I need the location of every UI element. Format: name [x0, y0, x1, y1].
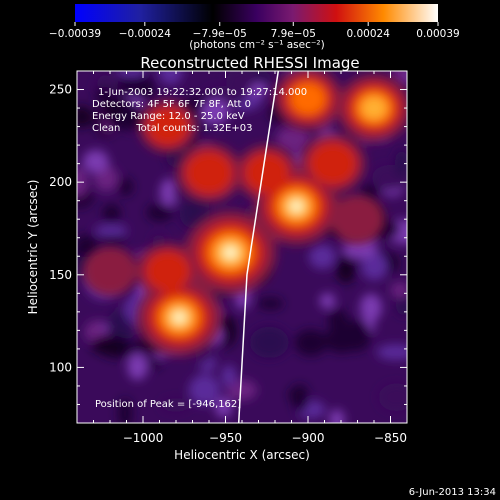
- heatmap-texture-cell: [159, 178, 179, 207]
- heatmap-texture-cell: [378, 383, 407, 412]
- heatmap-texture-cell: [294, 329, 328, 357]
- heatmap-texture-cell: [276, 125, 311, 153]
- heatmap-texture-cell: [102, 203, 121, 224]
- heatmap-texture-cell: [361, 251, 388, 281]
- heatmap-texture-cell: [342, 238, 377, 259]
- heatmap-texture-cell: [214, 397, 233, 418]
- plot-area: [77, 71, 407, 423]
- heatmap-texture-cell: [146, 203, 173, 222]
- x-tick-label: −850: [374, 431, 407, 445]
- footer-date: 6-Jun-2013 13:34: [409, 487, 496, 498]
- chart-title: Reconstructed RHESSI Image: [140, 54, 359, 72]
- heatmap-texture-cell: [324, 326, 359, 354]
- heatmap-texture-cell: [359, 293, 382, 322]
- colorbar-units: (photons cm⁻² s⁻¹ asec⁻²): [189, 39, 324, 51]
- heatmap-texture-cell: [201, 98, 230, 125]
- heatmap-texture-cell: [77, 105, 93, 128]
- x-tick-label: −1000: [123, 431, 164, 445]
- heatmap-texture-cell: [144, 357, 162, 369]
- x-axis-ticks: −1000 −950 −900 −850: [76, 71, 408, 445]
- heatmap-texture-cell: [257, 297, 284, 310]
- heatmap-source: [309, 142, 357, 186]
- heatmap-texture-cell: [117, 398, 133, 423]
- heatmap-texture-cell: [161, 398, 190, 412]
- heatmap-texture-cell: [335, 253, 357, 284]
- heatmap-texture-cell: [221, 364, 237, 387]
- x-tick-label: −900: [292, 431, 325, 445]
- heatmap-texture-cell: [329, 409, 345, 423]
- heatmap-texture-cell: [376, 344, 407, 360]
- heatmap-texture-cell: [158, 71, 183, 85]
- heatmap-texture-cell: [94, 224, 128, 237]
- colorbar-tick-label: 0.00024: [346, 28, 390, 40]
- y-axis-label: Heliocentric Y (arcsec): [26, 180, 40, 315]
- colorbar: [75, 4, 438, 22]
- solar-limb-line: [237, 71, 280, 423]
- x-axis-label: Heliocentric X (arcsec): [174, 448, 310, 462]
- heatmap-texture-cell: [127, 353, 148, 381]
- heatmap-texture-cell: [90, 335, 129, 356]
- colorbar-tick-label: −0.00024: [119, 28, 172, 40]
- y-axis-ticks: 100 150 200 250: [49, 70, 407, 424]
- heatmap-texture-cell: [116, 71, 147, 78]
- y-tick-label: 100: [49, 360, 72, 374]
- heatmap-source: [330, 194, 385, 244]
- heatmap-texture-cell: [390, 282, 407, 299]
- heatmap-texture-cell: [117, 177, 134, 196]
- annotation-counts: Clean Total counts: 1.32E+03: [92, 123, 252, 134]
- heatmap-source: [185, 151, 233, 195]
- peak-position-label: Position of Peak = [-946,162]: [95, 399, 241, 410]
- heatmap-texture-cell: [291, 384, 309, 413]
- heatmap-texture-cell: [82, 149, 109, 173]
- heatmap-texture-cell: [394, 149, 407, 179]
- heatmap-source: [290, 82, 326, 115]
- annotation-time-range: 1-Jun-2003 19:22:32.000 to 19:27:14.000: [98, 87, 307, 98]
- heatmap-source: [226, 249, 235, 257]
- heatmap-texture-cell: [226, 71, 255, 95]
- heatmap-sources: [82, 71, 407, 356]
- colorbar-tick-label: −0.00039: [49, 28, 101, 40]
- annotation-detectors: Detectors: 4F 5F 6F 7F 8F, Att 0: [92, 99, 251, 110]
- colorbar-ticks: −0.00039 −0.00024 −7.9e−05 7.9e−05 0.00024 0.…: [49, 22, 460, 40]
- heatmap-source: [244, 152, 290, 194]
- heatmap-source: [82, 246, 138, 296]
- heatmap-texture-cell: [101, 234, 125, 245]
- colorbar-tick-label: 0.00039: [416, 28, 459, 40]
- heatmap-source: [146, 107, 189, 146]
- heatmap-texture-cell: [249, 326, 289, 359]
- heatmap-source: [145, 250, 191, 292]
- y-tick-label: 150: [49, 268, 72, 282]
- heatmap-texture-cell: [226, 379, 258, 401]
- y-tick-label: 250: [49, 83, 72, 97]
- heatmap-texture-cell: [95, 86, 113, 104]
- annotation-energy-range: Energy Range: 12.0 - 25.0 keV: [92, 111, 245, 122]
- heatmap-texture-cell: [112, 104, 148, 132]
- heatmap-source: [175, 314, 183, 321]
- heatmap-texture-cell: [188, 374, 221, 406]
- heatmap-source: [361, 96, 387, 120]
- heatmap-texture-cell: [308, 244, 336, 269]
- x-tick-label: −950: [209, 431, 242, 445]
- y-tick-label: 200: [49, 175, 72, 189]
- heatmap-texture-cell: [319, 293, 336, 309]
- colorbar-tick-label: 7.9e−05: [271, 28, 316, 40]
- heatmap-source: [292, 202, 301, 210]
- colorbar-tick-label: −7.9e−05: [193, 28, 247, 40]
